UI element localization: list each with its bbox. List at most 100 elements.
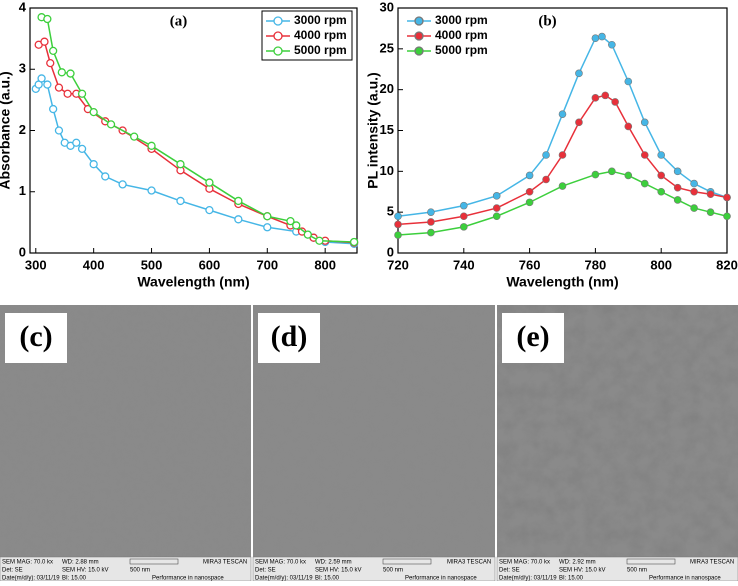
info-text: Det: SE <box>499 568 520 574</box>
data-point <box>492 192 501 200</box>
data-point <box>427 218 435 226</box>
data-point <box>640 151 649 159</box>
data-point <box>427 228 435 237</box>
y-tick-label: 1 <box>19 183 26 198</box>
data-point <box>459 212 468 221</box>
data-point <box>459 201 468 210</box>
data-point <box>43 80 52 89</box>
chart-title: (b) <box>538 13 556 29</box>
data-point <box>525 187 534 196</box>
data-point <box>89 107 98 117</box>
info-text: Date(m/d/y): 03/11/19 <box>2 576 60 581</box>
info-text: SEM MAG: 70.0 kx <box>255 560 306 566</box>
data-point <box>459 223 468 231</box>
x-tick-label: 820 <box>716 257 738 272</box>
data-point <box>147 186 156 195</box>
info-text: WD: 2.59 mm <box>315 560 352 566</box>
x-axis-label: Wavelength (nm) <box>137 274 249 290</box>
info-bar <box>252 556 496 582</box>
series-line <box>38 40 355 244</box>
x-tick-label: 600 <box>199 257 221 272</box>
data-point <box>673 196 682 204</box>
panel-label: (c) <box>19 320 52 353</box>
data-point <box>657 171 666 180</box>
data-point <box>101 172 110 181</box>
data-point <box>57 68 66 77</box>
legend-label: 3000 rpm <box>435 13 488 27</box>
data-point <box>706 208 715 216</box>
info-text: MIRA3 TESCAN <box>447 560 491 566</box>
data-point <box>234 215 243 224</box>
panel-label: (d) <box>271 320 308 353</box>
y-axis-label: Absorbance (a.u.) <box>0 71 13 189</box>
y-tick-label: 30 <box>380 0 394 14</box>
data-point <box>598 32 606 41</box>
data-point <box>49 46 58 56</box>
info-text: BI: 15.00 <box>62 576 87 581</box>
data-point <box>394 212 402 221</box>
data-point <box>624 77 633 86</box>
data-point <box>542 151 550 159</box>
scale-bar <box>382 558 432 565</box>
x-tick-label: 760 <box>519 257 541 272</box>
y-tick-label: 10 <box>380 163 394 178</box>
data-point <box>558 182 567 190</box>
data-point <box>525 198 534 207</box>
scale-bar <box>129 558 179 565</box>
data-point <box>611 98 619 106</box>
data-point <box>575 69 583 78</box>
data-point <box>77 144 87 154</box>
legend-label: 4000 rpm <box>435 28 488 42</box>
x-tick-label: 780 <box>585 257 607 272</box>
info-text: SEM HV: 15.0 kV <box>559 568 605 574</box>
x-tick-label: 740 <box>453 257 475 272</box>
data-point <box>690 187 698 196</box>
data-point <box>657 187 666 196</box>
y-tick-label: 15 <box>380 122 394 137</box>
panel-label-box <box>502 313 564 363</box>
info-text: 500 nm <box>130 568 150 574</box>
panel-label-box <box>5 313 67 363</box>
data-point <box>591 94 600 102</box>
data-point <box>46 58 55 68</box>
y-tick-label: 0 <box>19 244 26 259</box>
y-axis-label: PL intensity (a.u.) <box>365 72 381 188</box>
data-point <box>89 160 98 169</box>
data-point <box>558 151 567 159</box>
data-point <box>394 220 402 229</box>
data-point <box>706 190 715 198</box>
legend-label: 3000 rpm <box>294 13 347 27</box>
legend-swatch <box>273 16 283 26</box>
x-tick-label: 800 <box>650 257 672 272</box>
info-text: SEM HV: 15.0 kV <box>62 568 108 574</box>
info-text: BI: 15.00 <box>559 576 584 581</box>
info-text: SEM MAG: 70.0 kx <box>2 560 53 566</box>
data-point <box>40 37 49 46</box>
data-point <box>72 138 81 147</box>
y-tick-label: 5 <box>387 204 394 219</box>
data-point <box>427 208 435 216</box>
data-point <box>657 151 666 159</box>
data-point <box>591 34 600 43</box>
data-point <box>542 175 550 184</box>
data-point <box>147 141 156 150</box>
y-tick-label: 2 <box>19 122 26 137</box>
legend-swatch <box>273 31 283 41</box>
panel-label-box <box>258 313 320 363</box>
scale-bar <box>626 558 676 565</box>
x-tick-label: 400 <box>83 257 105 272</box>
data-point <box>106 120 116 129</box>
data-point <box>608 167 616 176</box>
info-text: WD: 2.92 mm <box>559 560 596 566</box>
data-point <box>492 212 501 221</box>
data-point <box>624 171 633 180</box>
data-point <box>723 193 731 202</box>
data-point <box>205 205 214 215</box>
data-point <box>176 160 185 169</box>
data-point <box>49 104 58 114</box>
info-text: Date(m/d/y): 03/11/19 <box>499 576 557 581</box>
data-point <box>624 122 633 131</box>
x-tick-label: 500 <box>141 257 163 272</box>
data-point <box>54 83 64 92</box>
